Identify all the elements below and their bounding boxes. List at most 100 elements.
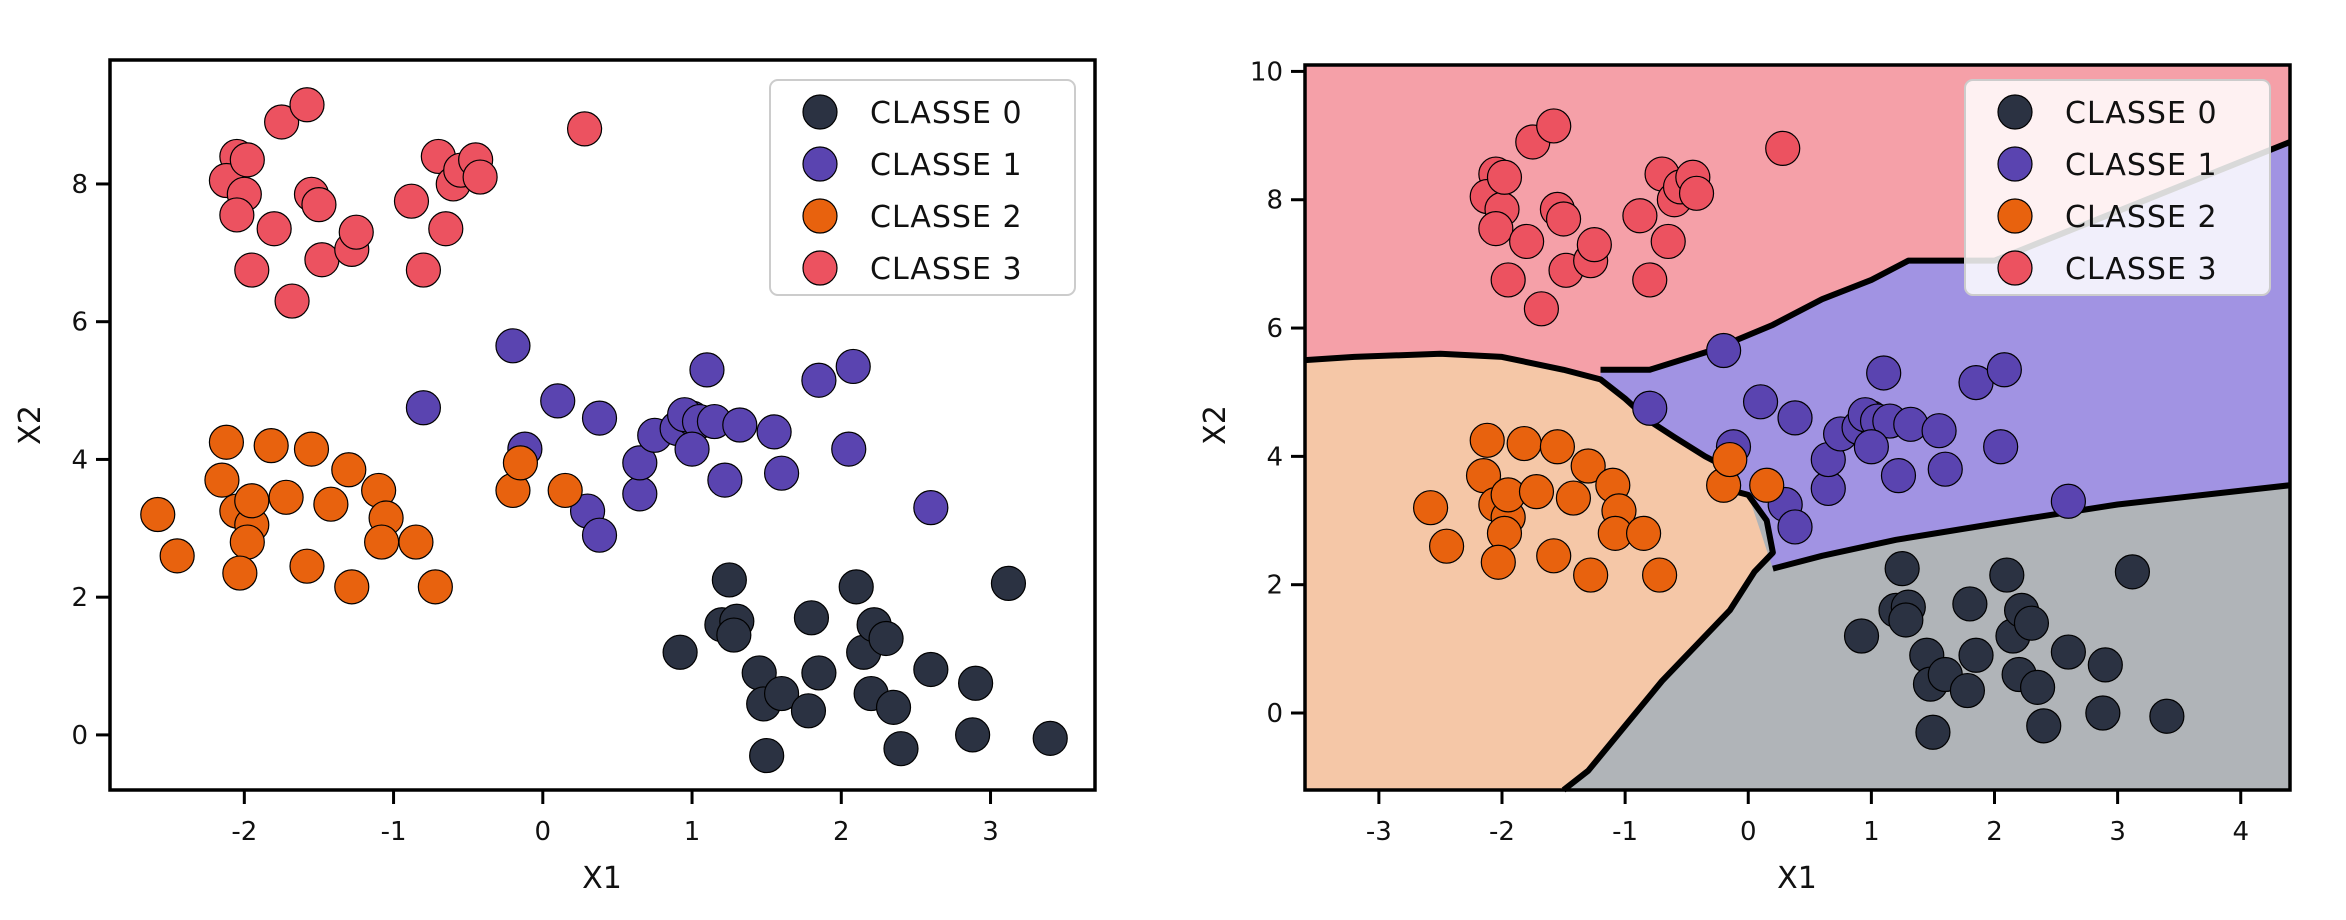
point-classe-2 (417, 569, 453, 605)
point-classe-3 (219, 197, 255, 233)
point-classe-0 (838, 569, 874, 605)
point-classe-0 (868, 620, 904, 657)
point-classe-1 (831, 431, 867, 467)
point-classe-2 (208, 424, 245, 460)
point-classe-0 (1888, 602, 1924, 638)
point-classe-1 (722, 407, 758, 443)
point-classe-3 (1490, 262, 1526, 298)
x-tick-label: 4 (2232, 817, 2249, 847)
point-classe-0 (2114, 554, 2150, 590)
y-tick-label: 10 (1250, 57, 1283, 87)
point-classe-3 (428, 211, 464, 247)
point-classe-1 (581, 400, 618, 436)
point-classe-0 (763, 675, 800, 712)
point-classe-2 (268, 479, 304, 515)
point-classe-0 (790, 693, 827, 729)
point-classe-2 (1712, 441, 1748, 478)
point-classe-1 (1880, 458, 1917, 494)
legend-label: CLASSE 3 (870, 252, 1023, 287)
point-classe-1 (405, 390, 442, 426)
point-classe-2 (1573, 557, 1609, 593)
legend-marker (1997, 198, 2033, 234)
point-classe-3 (1765, 130, 1801, 167)
point-classe-2 (1555, 480, 1592, 516)
point-classe-1 (801, 362, 837, 398)
point-classe-2 (1625, 515, 1662, 551)
x-tick-label: 2 (1986, 817, 2003, 847)
point-classe-0 (711, 562, 747, 598)
point-classe-3 (405, 252, 442, 288)
point-classe-0 (793, 600, 830, 636)
x-tick-label: -1 (1612, 817, 1638, 847)
legend-label: CLASSE 1 (870, 148, 1023, 183)
point-classe-3 (393, 183, 430, 219)
x-tick-label: 0 (535, 817, 552, 847)
point-classe-2 (1480, 544, 1516, 580)
point-classe-0 (2085, 695, 2121, 731)
legend-marker (802, 146, 838, 182)
point-classe-0 (1032, 720, 1068, 756)
point-classe-0 (716, 617, 752, 653)
legend-marker (1997, 146, 2033, 182)
point-classe-2 (334, 569, 370, 605)
point-classe-2 (222, 555, 258, 591)
point-classe-1 (1921, 413, 1957, 449)
region-classe-2 (1305, 353, 1773, 790)
point-classe-1 (763, 455, 800, 491)
point-classe-2 (398, 524, 434, 560)
point-classe-0 (2149, 698, 2185, 734)
point-classe-0 (1915, 714, 1951, 750)
point-classe-3 (301, 187, 337, 223)
point-classe-2 (204, 462, 240, 498)
point-classe-1 (2050, 483, 2086, 519)
left-plot-frame (108, 58, 1097, 792)
point-classe-3 (566, 111, 603, 147)
point-classe-1 (1983, 429, 2019, 465)
point-classe-1 (913, 490, 949, 526)
point-classe-0 (990, 565, 1027, 601)
point-classe-1 (1777, 400, 1813, 436)
point-classe-2 (1428, 528, 1465, 564)
legend-label: CLASSE 1 (2065, 148, 2218, 183)
point-classe-0 (1958, 637, 1994, 673)
y-tick-label: 6 (71, 308, 88, 338)
point-classe-0 (749, 737, 785, 774)
point-classe-1 (540, 383, 576, 419)
point-classe-1 (1632, 390, 1668, 426)
point-classe-2 (547, 472, 583, 509)
point-classe-0 (2050, 634, 2086, 670)
point-classe-0 (1884, 551, 1920, 587)
x-tick-label: 1 (684, 817, 701, 847)
point-classe-0 (2087, 647, 2123, 683)
point-classe-1 (1777, 509, 1813, 545)
point-classe-3 (229, 142, 265, 178)
point-classe-1 (1866, 355, 1902, 391)
point-classe-0 (662, 634, 698, 670)
point-classe-3 (1523, 291, 1560, 327)
legend-label: CLASSE 0 (2065, 96, 2218, 131)
point-classe-1 (689, 352, 725, 388)
point-classe-2 (331, 452, 367, 488)
point-classe-0 (2026, 708, 2062, 744)
decision-boundary-2 (1772, 482, 2291, 572)
legend-marker (1997, 94, 2033, 130)
left-points (140, 87, 1068, 774)
point-classe-2 (289, 548, 325, 584)
legend-marker (1997, 250, 2033, 286)
point-classe-2 (1412, 490, 1449, 526)
point-classe-1 (756, 414, 792, 450)
y-tick-label: 4 (1266, 442, 1283, 472)
x-tick-label: 2 (833, 817, 850, 847)
point-classe-0 (2013, 605, 2050, 641)
point-classe-2 (229, 524, 265, 560)
point-classe-1 (1742, 384, 1779, 420)
point-classe-1 (622, 476, 658, 512)
legend-box (769, 79, 1076, 296)
point-classe-3 (462, 159, 498, 195)
y-tick-label: 0 (71, 721, 88, 751)
point-classe-2 (313, 486, 349, 522)
x-tick-label: -2 (1489, 817, 1515, 847)
point-classe-2 (253, 428, 289, 464)
